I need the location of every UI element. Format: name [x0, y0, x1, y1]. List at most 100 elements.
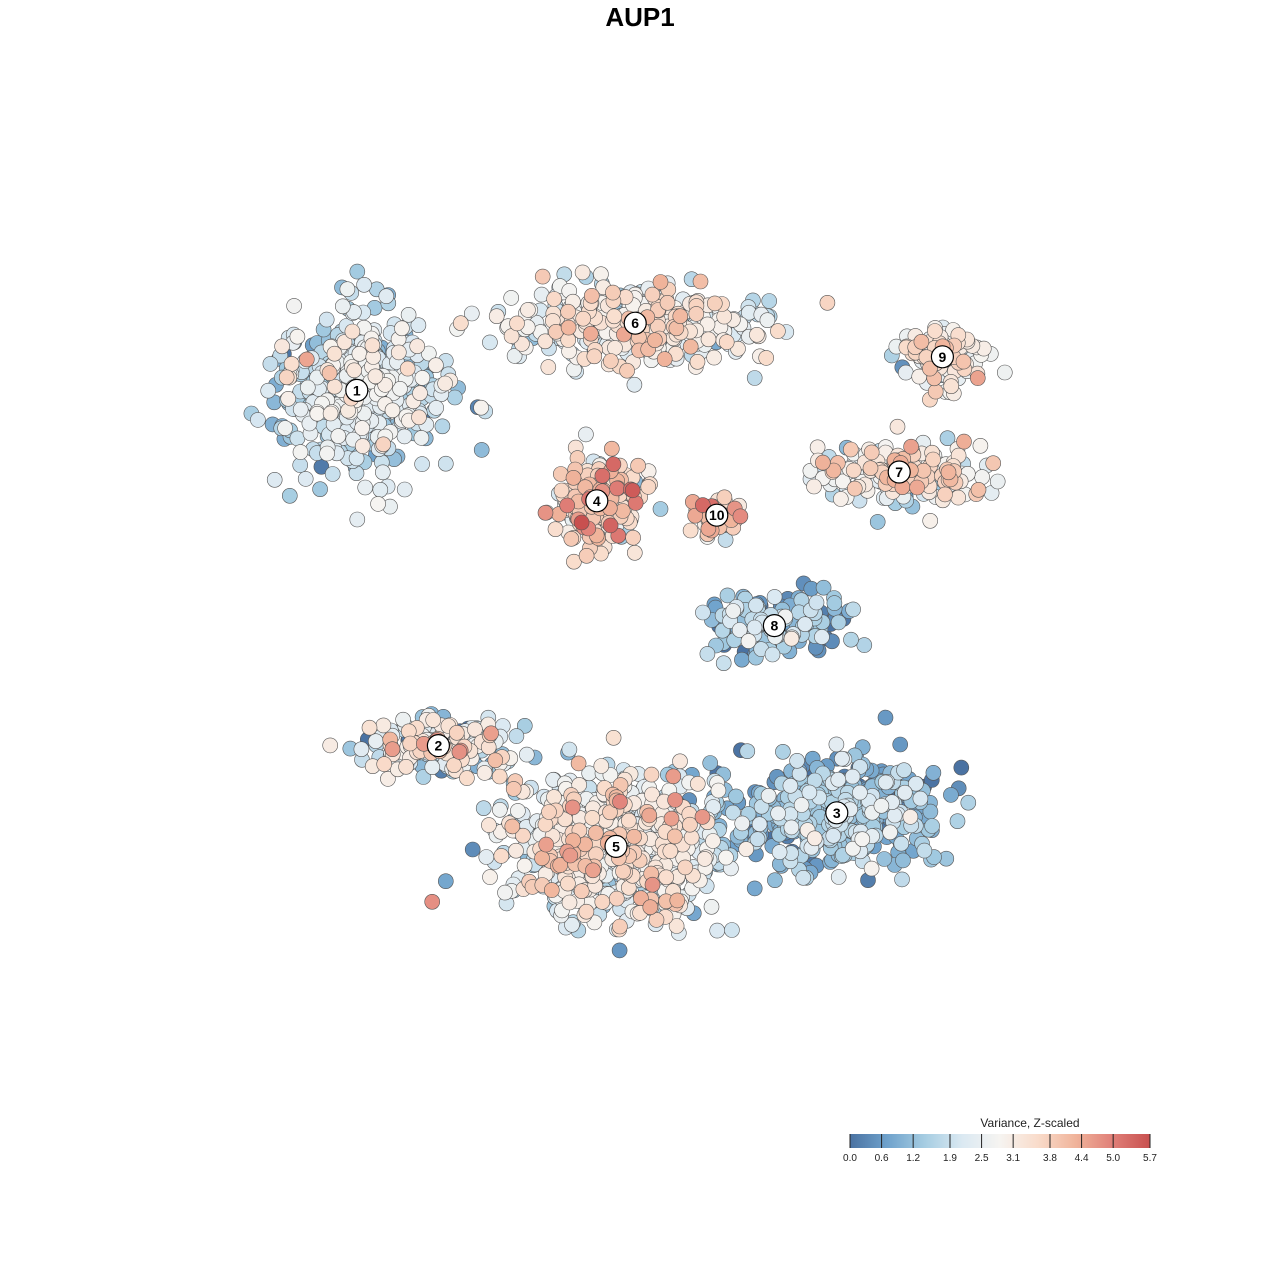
cell-point [607, 340, 623, 356]
cell-point [324, 466, 341, 482]
cell-point [534, 268, 551, 285]
cell-point [510, 803, 526, 819]
cluster-label-7: 7 [887, 460, 911, 484]
cell-point [734, 815, 751, 832]
cell-point [667, 792, 683, 808]
cell-point [814, 454, 831, 471]
cell-point [625, 529, 641, 546]
cell-point [603, 440, 620, 457]
cell-point [956, 433, 972, 450]
cell-point [644, 876, 661, 893]
cell-point [448, 724, 465, 741]
cell-point [882, 824, 898, 841]
cell-point [475, 800, 492, 817]
cell-point [877, 774, 894, 791]
cell-point [842, 441, 859, 458]
cell-point [927, 323, 943, 339]
cell-point [916, 842, 933, 859]
cell-point [852, 784, 868, 801]
cell-point [724, 922, 740, 938]
cell-point [518, 746, 535, 763]
cell-point [534, 850, 550, 867]
cell-point [437, 375, 453, 392]
cell-point [895, 852, 911, 869]
cell-point [943, 787, 959, 803]
cluster-label-text: 10 [709, 507, 725, 523]
cluster-label-9: 9 [930, 345, 955, 369]
cell-point [927, 383, 944, 400]
cell-point [372, 481, 389, 498]
cell-point [718, 334, 735, 350]
cell-point [760, 787, 777, 804]
cell-point [409, 338, 426, 355]
cell-point [876, 851, 893, 867]
cell-point [473, 399, 489, 416]
cluster-label-badge [604, 834, 628, 859]
cell-point [400, 306, 417, 323]
cell-point [459, 770, 475, 786]
cell-point [955, 353, 972, 370]
cell-point [619, 362, 635, 379]
cell-point [960, 794, 977, 811]
cell-point [516, 857, 533, 874]
legend-tick-label: 1.9 [943, 1153, 957, 1164]
cell-point [626, 544, 643, 561]
cluster-label-badge [426, 733, 450, 758]
cell-point [806, 478, 822, 495]
cell-point [767, 872, 783, 889]
cell-point [476, 765, 493, 781]
cell-point [869, 514, 886, 530]
cell-point [706, 349, 722, 366]
cell-point [509, 315, 525, 332]
cell-point [491, 801, 508, 818]
cell-point [609, 480, 625, 497]
cell-point [873, 797, 890, 814]
cell-point [719, 587, 736, 604]
cell-point [452, 315, 469, 332]
cell-point [321, 365, 338, 381]
cell-point [692, 273, 709, 290]
cell-point [663, 810, 680, 827]
cell-point [309, 405, 326, 422]
cell-point [399, 360, 416, 377]
cell-point [665, 768, 682, 785]
cell-point [795, 869, 812, 886]
cell-point [583, 287, 600, 304]
cell-point [830, 771, 847, 788]
cluster-label-badge [762, 613, 787, 638]
cell-point [374, 464, 391, 481]
cell-point [546, 291, 562, 307]
cell-point [950, 489, 967, 506]
cell-point [782, 777, 799, 794]
cell-point [503, 290, 520, 306]
cell-point [605, 284, 621, 301]
cell-point [902, 809, 919, 825]
cell-point [364, 337, 381, 354]
cell-point [546, 789, 562, 805]
cell-point [491, 768, 508, 785]
cluster-label-badge [623, 311, 647, 335]
cell-point [250, 412, 266, 428]
cell-point [689, 353, 706, 370]
cell-point [896, 762, 912, 779]
legend-tick-label: 5.7 [1143, 1153, 1157, 1164]
cell-point [587, 825, 604, 841]
cell-point [451, 744, 468, 760]
cell-point [390, 344, 407, 361]
cell-point [392, 380, 408, 397]
cell-point [578, 426, 594, 443]
cell-point [326, 378, 343, 395]
cell-point [641, 807, 658, 824]
cell-point [606, 308, 623, 325]
cell-point [586, 348, 603, 365]
cell-point [896, 784, 913, 801]
cell-point [578, 547, 595, 564]
cluster-label-2: 2 [426, 733, 450, 758]
cell-point [612, 793, 628, 810]
cell-point [825, 462, 842, 479]
cell-point [564, 916, 580, 933]
cluster-label-text: 5 [612, 838, 620, 854]
cell-point [402, 735, 419, 752]
cluster-label-badge [345, 378, 369, 402]
cell-point [688, 306, 705, 322]
